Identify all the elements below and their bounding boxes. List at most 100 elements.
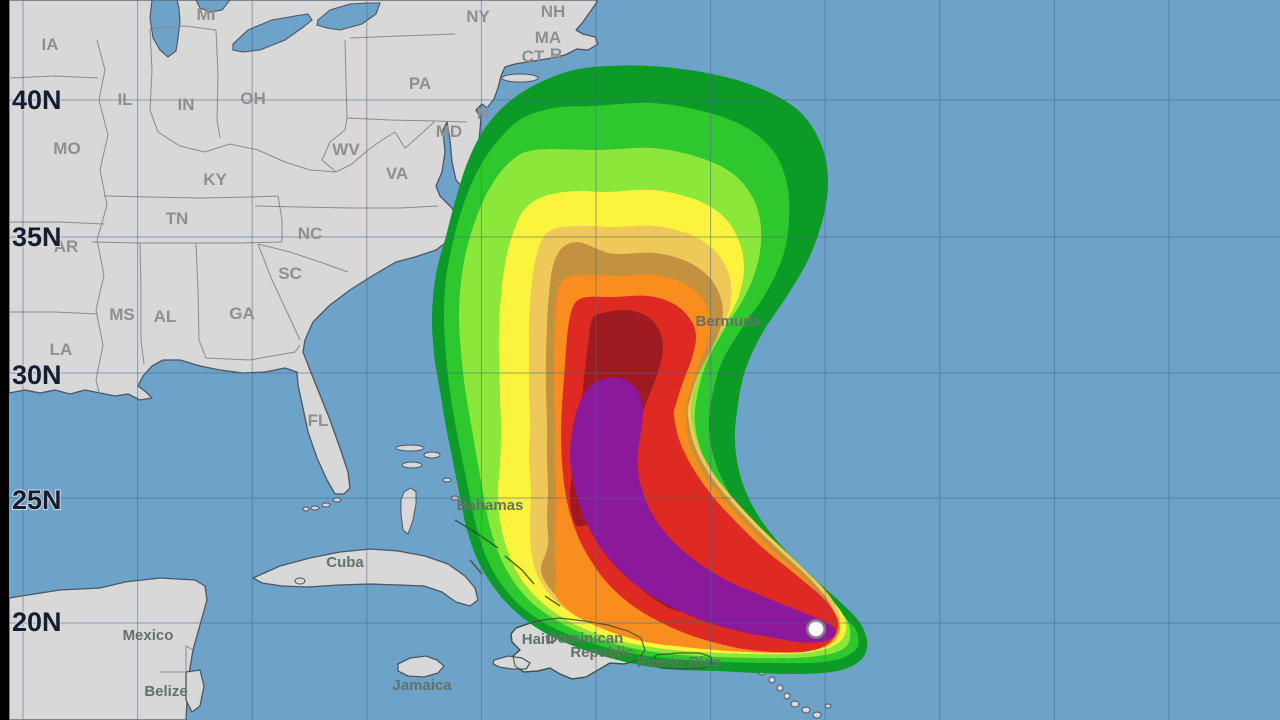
state-border [346, 117, 468, 123]
islet [790, 700, 800, 708]
place-label: Bahamas [457, 497, 524, 514]
islet [332, 497, 342, 503]
great-lake-3 [232, 13, 313, 53]
coast-overlay-bahamas [454, 519, 499, 549]
state-border [205, 344, 301, 361]
state-label: KY [203, 170, 227, 189]
state-label: IA [42, 35, 59, 54]
state-border [151, 25, 217, 31]
state-label: VA [386, 164, 408, 183]
state-border [321, 117, 348, 173]
state-border [185, 645, 194, 672]
state-border [344, 39, 348, 119]
place-label: Dominican [547, 630, 624, 647]
state-label: CT [522, 47, 545, 66]
islet [401, 461, 423, 469]
coast-overlay-bahamas [504, 555, 535, 585]
landmass-belize [185, 669, 205, 713]
state-label: LA [50, 340, 73, 359]
latitude-label: 40N [12, 85, 62, 115]
state-border [257, 243, 301, 341]
coast-overlay-bahamas [469, 559, 483, 575]
state-border [149, 27, 159, 133]
state-label: NC [298, 224, 323, 243]
state-border [8, 75, 99, 79]
landmass-cuba [252, 548, 479, 607]
state-label: WV [332, 140, 360, 159]
coast-overlay-bahamas [544, 595, 561, 607]
islet [321, 502, 331, 508]
place-label: Belize [144, 683, 187, 700]
islet [423, 451, 441, 459]
state-label: MA [535, 28, 561, 47]
coast-overlay-puerto-rico [652, 652, 713, 670]
state-label: MO [53, 139, 80, 158]
islet [768, 676, 776, 684]
great-lake-4 [316, 2, 381, 31]
great-lake-1 [149, 0, 181, 58]
landmass-mexico [8, 577, 208, 720]
state-label: AL [154, 307, 177, 326]
state-label: IN [178, 95, 195, 114]
state-label: PA [409, 74, 431, 93]
islet [824, 703, 832, 709]
islet [812, 711, 822, 719]
state-border [139, 242, 145, 365]
state-border [394, 120, 436, 149]
state-label: FL [308, 411, 329, 430]
state-label: SC [278, 264, 302, 283]
latitude-label: 20N [12, 607, 62, 637]
state-border [91, 241, 283, 244]
islet [395, 444, 425, 452]
latitude-label: 35N [12, 222, 62, 252]
prob-band-10-core [569, 377, 837, 643]
state-border [254, 205, 439, 209]
islet [776, 684, 784, 692]
state-border [157, 131, 337, 173]
state-label: MS [109, 305, 135, 324]
state-border [335, 131, 396, 173]
islet [294, 577, 306, 585]
state-label: NY [466, 7, 490, 26]
state-border [9, 311, 99, 315]
place-label: Republic [570, 644, 633, 661]
place-label: Cuba [326, 554, 364, 571]
place-label: Haiti [522, 631, 555, 648]
state-label: OH [240, 89, 266, 108]
place-label: Jamaica [392, 677, 452, 694]
islet [801, 706, 811, 714]
islet [302, 506, 310, 512]
storm-position-marker [808, 621, 824, 637]
islet [442, 477, 452, 483]
state-label: AR [54, 237, 79, 256]
island-andros [400, 487, 417, 535]
state-border [215, 29, 221, 139]
latitude-label: 30N [12, 360, 62, 390]
state-border [257, 243, 349, 273]
state-label: MI [197, 5, 216, 24]
left-edge-strip [0, 0, 9, 720]
state-border [95, 39, 109, 397]
state-label: IL [117, 90, 132, 109]
great-lake-2 [195, 0, 231, 13]
place-label: Puerto Rico [637, 654, 721, 671]
state-label: MD [436, 122, 462, 141]
islet [310, 505, 320, 511]
islet [783, 692, 791, 700]
state-label: N [477, 104, 489, 123]
state-border [9, 221, 105, 225]
state-border [195, 242, 207, 359]
state-label: TN [166, 209, 189, 228]
place-label: Bermuda [695, 313, 761, 330]
state-label: GA [229, 304, 255, 323]
place-label: Mexico [123, 627, 174, 644]
coast-overlay-hispaniola [510, 617, 646, 680]
latitude-label: 25N [12, 485, 62, 515]
state-border [103, 195, 279, 199]
landmass-jamaica [397, 655, 445, 678]
state-label: NH [541, 2, 566, 21]
storm-marker-halo [806, 619, 826, 639]
islet [501, 73, 539, 83]
